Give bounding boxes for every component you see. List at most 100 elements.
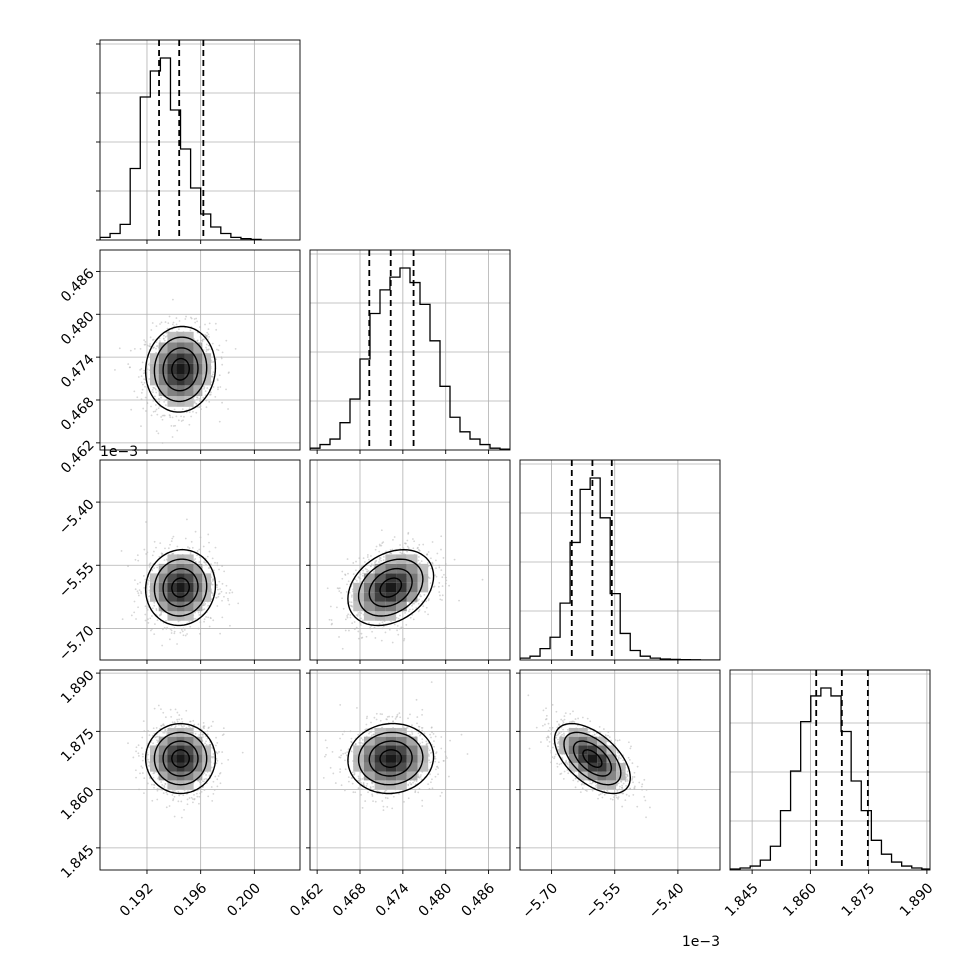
scatter-point <box>143 730 146 732</box>
scatter-point <box>174 725 177 728</box>
scatter-point <box>212 792 215 795</box>
scatter-point <box>399 614 401 617</box>
scatter-point <box>142 720 145 722</box>
scatter-point <box>418 609 421 611</box>
scatter-point <box>139 347 142 350</box>
scatter-point <box>127 363 130 365</box>
scatter-point <box>144 578 147 581</box>
scatter-point <box>143 586 146 589</box>
scatter-point <box>241 751 244 754</box>
density-cell <box>158 601 168 612</box>
scatter-point <box>418 598 420 601</box>
scatter-point <box>137 376 140 378</box>
scatter-point <box>205 350 208 353</box>
scatter-point <box>338 636 340 638</box>
scatter-point <box>216 759 219 762</box>
scatter-point <box>160 781 163 783</box>
grid <box>310 250 510 450</box>
scatter-point <box>418 543 421 546</box>
scatter-point <box>439 598 442 601</box>
scatter-point <box>210 591 213 594</box>
density-cell <box>193 374 203 386</box>
scatter-point <box>426 562 429 564</box>
scatter-point <box>216 752 219 755</box>
grid <box>100 460 300 660</box>
scatter-point <box>362 572 365 575</box>
scatter-point <box>204 390 207 393</box>
density-cell <box>353 582 364 593</box>
scatter-point <box>212 361 215 363</box>
scatter-point <box>355 626 358 629</box>
panel-frame <box>309 459 511 661</box>
scatter-point <box>441 576 444 579</box>
scatter-point <box>155 430 158 433</box>
scatter-point <box>208 550 211 553</box>
scatter-point <box>157 432 160 435</box>
scatter-point <box>188 547 191 550</box>
scatter-point <box>147 758 150 761</box>
contour-line <box>144 325 217 413</box>
scatter-point <box>427 551 430 553</box>
scatter-point <box>357 576 360 578</box>
scatter-point <box>391 548 394 551</box>
scatter-point <box>341 570 344 573</box>
scatter-point <box>140 367 143 370</box>
scatter-point <box>204 602 207 605</box>
scatter-point <box>205 743 208 746</box>
scatter-point <box>152 410 155 413</box>
scatter-point <box>134 769 137 772</box>
scatter-point <box>390 552 393 555</box>
scatter-point <box>164 547 166 550</box>
scatter-point <box>215 758 218 760</box>
scatter-point <box>152 727 155 730</box>
scatter-point <box>180 800 183 803</box>
scatter-point <box>435 559 437 562</box>
scatter-point <box>133 347 136 350</box>
panel-frame <box>99 39 301 241</box>
scatter-point <box>148 566 151 568</box>
y-tick-label: 0.474 <box>58 351 98 391</box>
scatter-point <box>202 545 205 548</box>
scatter-point <box>143 792 145 795</box>
scatter-point <box>372 564 375 567</box>
scatter-point <box>180 415 182 418</box>
density-cell <box>167 385 177 397</box>
scatter-point <box>173 632 176 635</box>
scatter-point <box>218 568 220 571</box>
scatter-point <box>189 625 192 628</box>
scatter-point <box>426 553 429 555</box>
scatter-point <box>143 381 146 384</box>
scatter-point <box>199 339 202 342</box>
scatter-point <box>140 425 142 428</box>
scatter-point <box>178 794 181 797</box>
scatter-point <box>216 605 219 607</box>
scatter-point <box>143 339 146 342</box>
scatter-point <box>173 408 176 411</box>
scatter-point <box>167 322 170 325</box>
scatter-point <box>366 571 369 573</box>
scatter-point <box>406 550 409 553</box>
scatter-point <box>171 721 174 724</box>
scatter-point <box>191 798 194 800</box>
scatter-point <box>215 583 218 586</box>
scatter-point <box>163 731 166 734</box>
scatter-point <box>220 590 223 593</box>
scatter-point <box>205 774 207 776</box>
scatter-point <box>138 755 140 757</box>
density-cell <box>158 563 168 574</box>
scatter-point <box>381 542 384 545</box>
scatter-point <box>221 401 223 404</box>
density-cell <box>396 573 407 583</box>
scatter-point <box>227 372 230 374</box>
scatter-point <box>170 632 173 634</box>
scatter-point <box>157 564 159 567</box>
scatter-point <box>194 732 197 735</box>
density-cell <box>158 592 168 602</box>
scatter-point <box>213 789 216 791</box>
scatter-point <box>151 554 154 557</box>
scatter-point <box>200 408 202 411</box>
density-cell <box>158 374 168 386</box>
scatter-point <box>218 344 221 347</box>
scatter-point <box>158 400 161 403</box>
scatter-point <box>136 396 139 399</box>
